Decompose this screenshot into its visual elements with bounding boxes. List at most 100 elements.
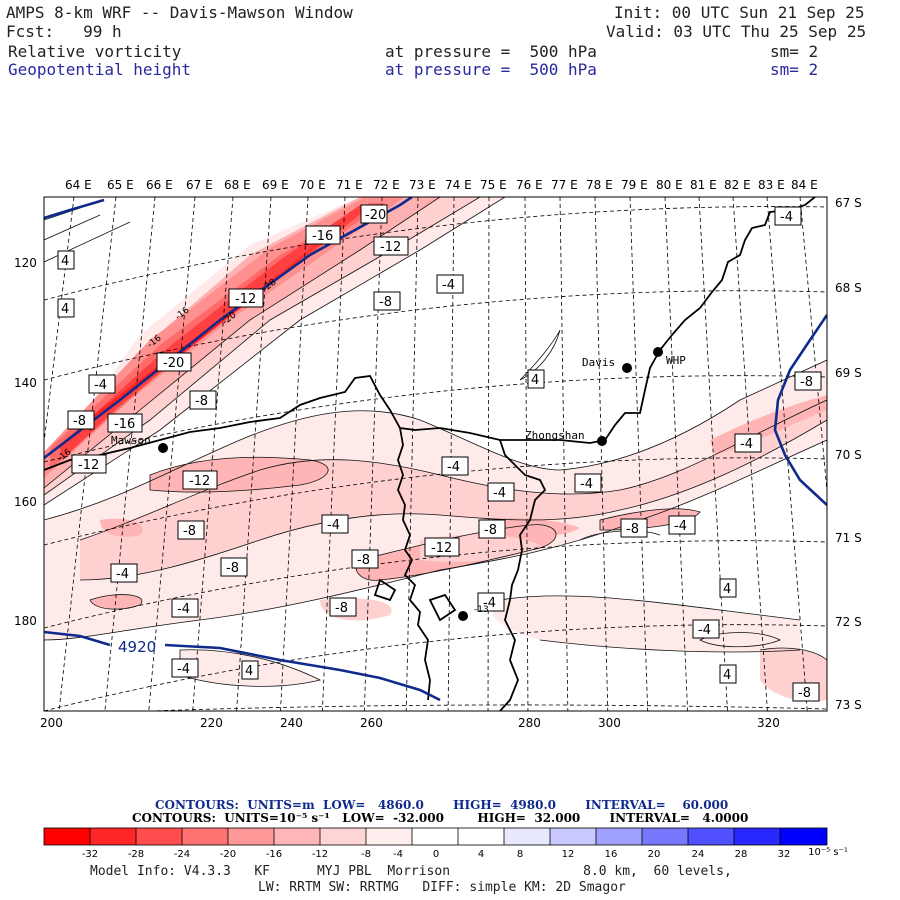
colorbar-swatch [780, 828, 827, 845]
contour-label: -4 [116, 567, 129, 582]
lat-label: 70 S [835, 448, 862, 462]
colorbar-swatch [412, 828, 458, 845]
contour-label: 4 [723, 668, 731, 683]
lat-label: 67 S [835, 196, 862, 210]
contour-label: -4 [327, 518, 340, 533]
contour-label-box: -4 [171, 598, 199, 618]
contour-label: 4 [245, 664, 253, 679]
contour-label-box: -8 [220, 557, 248, 577]
lon-label: 81 E [690, 178, 717, 192]
x-tick-label: 240 [280, 716, 303, 730]
colorbar-swatch [366, 828, 412, 845]
height-contours [44, 197, 827, 702]
contour-label: -8 [626, 522, 639, 537]
station-dot[interactable] [653, 347, 663, 357]
contour-label-box: -8 [67, 410, 95, 430]
contour-label-box: -4 [436, 274, 464, 294]
lon-label: 71 E [336, 178, 363, 192]
colorbar-tick: -4 [393, 849, 403, 860]
lat-label: 72 S [835, 615, 862, 629]
colorbar-tick: 24 [692, 849, 705, 860]
station-dot[interactable] [597, 436, 607, 446]
contour-label-box: -8 [620, 518, 648, 538]
x-tick-label: 300 [598, 716, 621, 730]
contour-label-box: -12 [228, 288, 264, 308]
contour-label-box: -12 [373, 236, 409, 256]
contour-value-labels: -20 -16 -12 -12 -8 -4 4 4 -20 -8 -4 -8 -… [57, 204, 822, 702]
longitude-labels: 64 E 65 E 66 E 67 E 68 E 69 E 70 E 71 E … [65, 178, 818, 192]
height-contour-info: CONTOURS: UNITS=m LOW= 4860.0 HIGH= 4980… [155, 798, 729, 812]
contour-label-box: -12 [71, 454, 107, 474]
colorbar-swatch [182, 828, 228, 845]
contour-label: -8 [800, 375, 813, 390]
map-frame [43, 196, 828, 712]
contour-label-box: -8 [351, 549, 379, 569]
station-dot[interactable] [622, 363, 632, 373]
field2-level: at pressure = 500 hPa [385, 60, 597, 79]
contour-label: -12 [431, 541, 452, 556]
vorticity-contour-info: CONTOURS: UNITS=10⁻⁵ s⁻¹ LOW= -32.000 HI… [132, 811, 749, 825]
contour-label-box: -8 [478, 519, 506, 539]
model-info: Model Info: V4.3.3 KF MYJ PBL Morrison 8… [90, 864, 732, 879]
contour-label: -8 [335, 601, 348, 616]
contour-label: -4 [674, 519, 687, 534]
contour-label: -20 [163, 356, 184, 371]
lon-label: 79 E [621, 178, 648, 192]
contour-label: -4 [483, 596, 496, 611]
contour-label: -4 [580, 477, 593, 492]
y-tick-label: 140 [14, 376, 37, 390]
contour-label: -4 [447, 460, 460, 475]
station-dot[interactable] [458, 611, 468, 621]
field1-level: at pressure = 500 hPa [385, 42, 597, 61]
contour-label-box: -4 [668, 515, 696, 535]
colorbar-units: 10⁻⁵ s⁻¹ [808, 847, 848, 858]
field2-smoothing: sm= 2 [770, 60, 819, 79]
contour-label: 4 [723, 582, 731, 597]
station-label: Mawson [111, 434, 151, 447]
contour-label-box: 4 [57, 298, 75, 318]
colorbar-swatch [320, 828, 366, 845]
colorbar-swatch [228, 828, 274, 845]
coastline [44, 197, 816, 711]
contour-label: -8 [226, 561, 239, 576]
colorbar-tick: -16 [266, 849, 282, 860]
contour-label: -8 [379, 295, 392, 310]
colorbar-swatch [734, 828, 780, 845]
contour-label: -8 [484, 523, 497, 538]
vorticity-contours [44, 197, 827, 687]
contour-label-box: -8 [177, 520, 205, 540]
contour-label-box: -12 [424, 537, 460, 557]
contour-label: -4 [698, 623, 711, 638]
colorbar-tick: 8 [517, 849, 523, 860]
contour-label: -4 [94, 378, 107, 393]
lon-label: 75 E [480, 178, 507, 192]
grid-axis-labels: 200 220 240 260 280 300 320 120 140 160 … [14, 256, 780, 730]
station-dot[interactable] [158, 443, 168, 453]
contour-label-box: -4 [734, 433, 762, 453]
field1-smoothing: sm= 2 [770, 42, 819, 61]
colorbar-tick: 28 [735, 849, 748, 860]
contour-label-box: 4 [719, 664, 737, 684]
contour-label-box: -8 [794, 371, 822, 391]
lat-label: 68 S [835, 281, 862, 295]
lon-label: 82 E [724, 178, 751, 192]
contour-label-box: -4 [692, 619, 720, 639]
lon-label: 64 E [65, 178, 92, 192]
contour-label: -4 [177, 662, 190, 677]
colorbar-tick: -24 [174, 849, 190, 860]
lon-label: 72 E [373, 178, 400, 192]
station-label: Davis [582, 356, 615, 369]
colorbar-swatch [136, 828, 182, 845]
lon-label: 73 E [409, 178, 436, 192]
lon-label: 80 E [656, 178, 683, 192]
colorbar-tick: -32 [82, 849, 98, 860]
colorbar-tick: -20 [220, 849, 236, 860]
contour-label-box: -4 [441, 456, 469, 476]
lon-label: 77 E [551, 178, 578, 192]
height-contour-label: 4920 [118, 638, 156, 656]
colorbar-tick: 12 [562, 849, 575, 860]
contour-label-box: -4 [88, 374, 116, 394]
colorbar-swatch [274, 828, 320, 845]
y-tick-label: 160 [14, 495, 37, 509]
